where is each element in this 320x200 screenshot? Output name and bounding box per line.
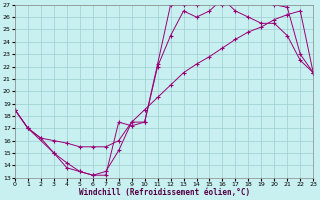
X-axis label: Windchill (Refroidissement éolien,°C): Windchill (Refroidissement éolien,°C): [78, 188, 250, 197]
